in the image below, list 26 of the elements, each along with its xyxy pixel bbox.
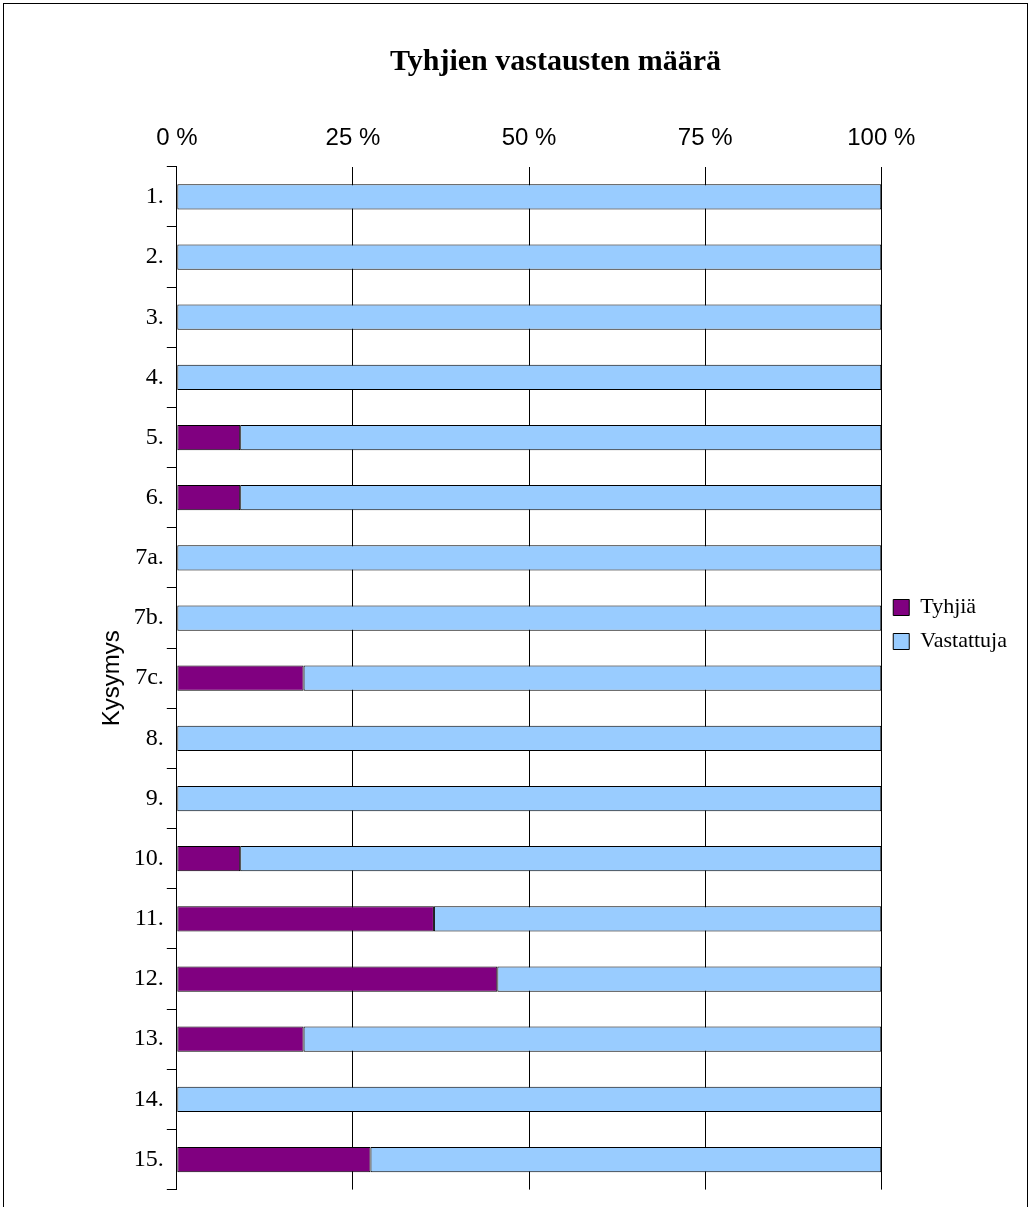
x-tick-label: 50 % <box>501 123 557 151</box>
y-tick-label: 10. <box>133 843 164 870</box>
y-tick-label: 13. <box>133 1024 164 1051</box>
y-tick-label: 15. <box>133 1144 164 1171</box>
x-tick-label: 0 % <box>156 123 198 151</box>
x-tick-label: 75 % <box>677 123 733 151</box>
y-tick-label: 3. <box>145 302 164 329</box>
legend-label: Tyhjiä <box>920 593 977 619</box>
y-tick-label: 1. <box>145 182 164 209</box>
y-tick-label: 6. <box>145 483 164 509</box>
chart-title: Tyhjien vastausten määrä <box>389 42 722 76</box>
y-tick-label: 12. <box>133 964 164 991</box>
x-tick-label: 100 % <box>847 123 916 151</box>
y-tick-label: 7b. <box>133 603 164 630</box>
y-tick-label: 5. <box>145 422 164 449</box>
y-tick-label: 9. <box>145 783 164 810</box>
y-axis-title: Kysymys <box>97 630 125 727</box>
y-tick-label: 4. <box>145 362 164 389</box>
y-tick-label: 7a. <box>135 543 164 570</box>
y-tick-label: 7c. <box>135 663 164 690</box>
y-tick-label: 8. <box>145 723 164 750</box>
y-tick-label: 2. <box>145 242 164 269</box>
x-tick-label: 25 % <box>325 123 381 151</box>
y-tick-label: 14. <box>133 1084 164 1111</box>
y-tick-label: 11. <box>134 904 164 931</box>
legend-label: Vastattuja <box>920 627 1008 653</box>
